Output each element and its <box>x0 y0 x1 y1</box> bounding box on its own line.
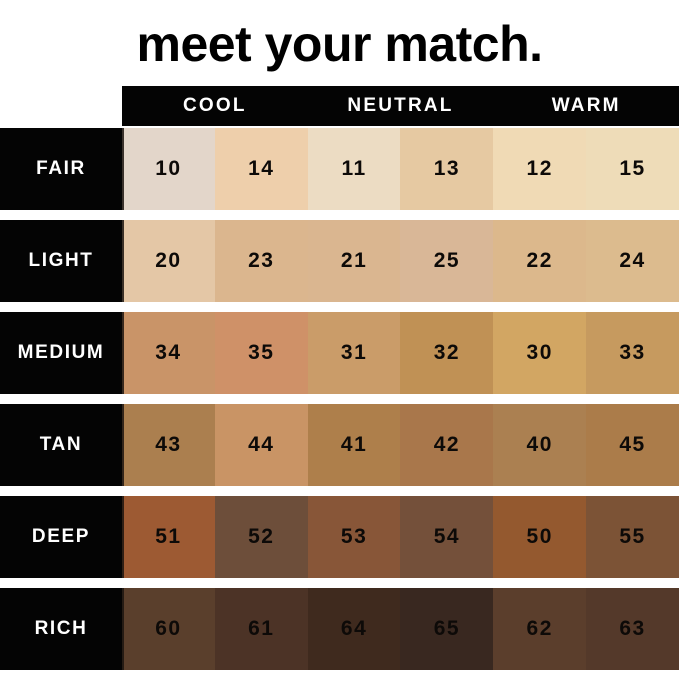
swatch-34[interactable]: 34 <box>122 312 215 394</box>
swatch-code: 33 <box>619 341 646 364</box>
shade-row-tan: TAN 43 44 41 42 40 45 <box>0 404 679 486</box>
swatch-61[interactable]: 61 <box>214 588 308 670</box>
swatch-strip-medium: 34 35 31 32 30 33 <box>122 312 679 394</box>
swatch-code: 53 <box>340 525 368 548</box>
shade-row-deep: DEEP 51 52 53 54 50 55 <box>0 496 679 578</box>
swatch-22[interactable]: 22 <box>493 220 587 302</box>
swatch-code: 50 <box>526 525 553 548</box>
swatch-code: 22 <box>526 249 553 272</box>
swatch-code: 54 <box>433 525 461 548</box>
swatch-code: 21 <box>340 249 368 272</box>
swatch-code: 42 <box>433 433 461 456</box>
swatch-14[interactable]: 14 <box>214 128 308 210</box>
swatch-code: 35 <box>248 341 275 364</box>
row-label-deep: DEEP <box>0 496 122 578</box>
swatch-23[interactable]: 23 <box>214 220 308 302</box>
swatch-60[interactable]: 60 <box>122 588 215 670</box>
swatch-44[interactable]: 44 <box>214 404 308 486</box>
swatch-50[interactable]: 50 <box>493 496 587 578</box>
swatch-strip-fair: 10 14 11 13 12 15 <box>122 128 679 210</box>
swatch-31[interactable]: 31 <box>307 312 401 394</box>
swatch-code: 23 <box>248 249 275 272</box>
swatch-code: 63 <box>619 617 646 640</box>
swatch-64[interactable]: 64 <box>307 588 401 670</box>
swatch-25[interactable]: 25 <box>400 220 494 302</box>
swatch-code: 32 <box>433 341 461 364</box>
swatch-55[interactable]: 55 <box>586 496 679 578</box>
swatch-code: 45 <box>619 433 646 456</box>
swatch-51[interactable]: 51 <box>122 496 215 578</box>
swatch-41[interactable]: 41 <box>307 404 401 486</box>
column-group-header-cool: COOL <box>182 95 247 116</box>
swatch-32[interactable]: 32 <box>400 312 494 394</box>
swatch-code: 64 <box>340 617 368 640</box>
swatch-10[interactable]: 10 <box>122 128 215 210</box>
shade-row-light: LIGHT 20 23 21 25 22 24 <box>0 220 679 302</box>
swatch-code: 61 <box>248 617 275 640</box>
swatch-code: 62 <box>526 617 553 640</box>
row-label-rich: RICH <box>0 588 122 670</box>
shade-row-rich: RICH 60 61 64 65 62 63 <box>0 588 679 670</box>
swatch-33[interactable]: 33 <box>586 312 679 394</box>
swatch-35[interactable]: 35 <box>214 312 308 394</box>
row-label-medium: MEDIUM <box>0 312 122 394</box>
swatch-20[interactable]: 20 <box>122 220 215 302</box>
swatch-13[interactable]: 13 <box>400 128 494 210</box>
swatch-40[interactable]: 40 <box>493 404 587 486</box>
page-title: meet your match. <box>136 16 543 72</box>
swatch-53[interactable]: 53 <box>307 496 401 578</box>
swatch-code: 30 <box>526 341 553 364</box>
swatch-code: 31 <box>340 341 368 364</box>
row-label-fair: FAIR <box>0 128 122 210</box>
swatch-12[interactable]: 12 <box>493 128 587 210</box>
swatch-code: 65 <box>433 617 461 640</box>
column-group-header-warm: WARM <box>551 95 621 116</box>
swatch-code: 25 <box>433 249 461 272</box>
swatch-strip-rich: 60 61 64 65 62 63 <box>122 588 679 670</box>
swatch-code: 13 <box>433 157 461 180</box>
swatch-code: 15 <box>619 157 646 180</box>
swatch-strip-deep: 51 52 53 54 50 55 <box>122 496 679 578</box>
swatch-24[interactable]: 24 <box>586 220 679 302</box>
row-label-light: LIGHT <box>0 220 122 302</box>
shade-row-medium: MEDIUM 34 35 31 32 30 33 <box>0 312 679 394</box>
swatch-code: 20 <box>155 249 182 272</box>
swatch-code: 52 <box>248 525 275 548</box>
shade-row-fair: FAIR 10 14 11 13 12 15 <box>0 128 679 210</box>
swatch-code: 44 <box>248 433 275 456</box>
swatch-code: 60 <box>155 617 182 640</box>
undertone-header-row: COOL NEUTRAL WARM <box>122 86 679 126</box>
column-group-header-neutral: NEUTRAL <box>347 95 454 116</box>
swatch-45[interactable]: 45 <box>586 404 679 486</box>
swatch-code: 40 <box>526 433 553 456</box>
swatch-62[interactable]: 62 <box>493 588 587 670</box>
swatch-30[interactable]: 30 <box>493 312 587 394</box>
swatch-43[interactable]: 43 <box>122 404 215 486</box>
swatch-52[interactable]: 52 <box>214 496 308 578</box>
swatch-42[interactable]: 42 <box>400 404 494 486</box>
swatch-code: 51 <box>155 525 182 548</box>
swatch-code: 12 <box>526 157 553 180</box>
swatch-code: 43 <box>155 433 182 456</box>
swatch-code: 11 <box>341 157 367 180</box>
swatch-code: 55 <box>619 525 646 548</box>
swatch-code: 10 <box>155 157 182 180</box>
swatch-15[interactable]: 15 <box>586 128 679 210</box>
swatch-54[interactable]: 54 <box>400 496 494 578</box>
swatch-code: 34 <box>155 341 182 364</box>
swatch-11[interactable]: 11 <box>307 128 401 210</box>
row-label-tan: TAN <box>0 404 122 486</box>
swatch-strip-light: 20 23 21 25 22 24 <box>122 220 679 302</box>
swatch-code: 24 <box>619 249 646 272</box>
swatch-65[interactable]: 65 <box>400 588 494 670</box>
swatch-21[interactable]: 21 <box>307 220 401 302</box>
swatch-code: 14 <box>248 157 275 180</box>
swatch-63[interactable]: 63 <box>586 588 679 670</box>
swatch-strip-tan: 43 44 41 42 40 45 <box>122 404 679 486</box>
swatch-code: 41 <box>340 433 368 456</box>
